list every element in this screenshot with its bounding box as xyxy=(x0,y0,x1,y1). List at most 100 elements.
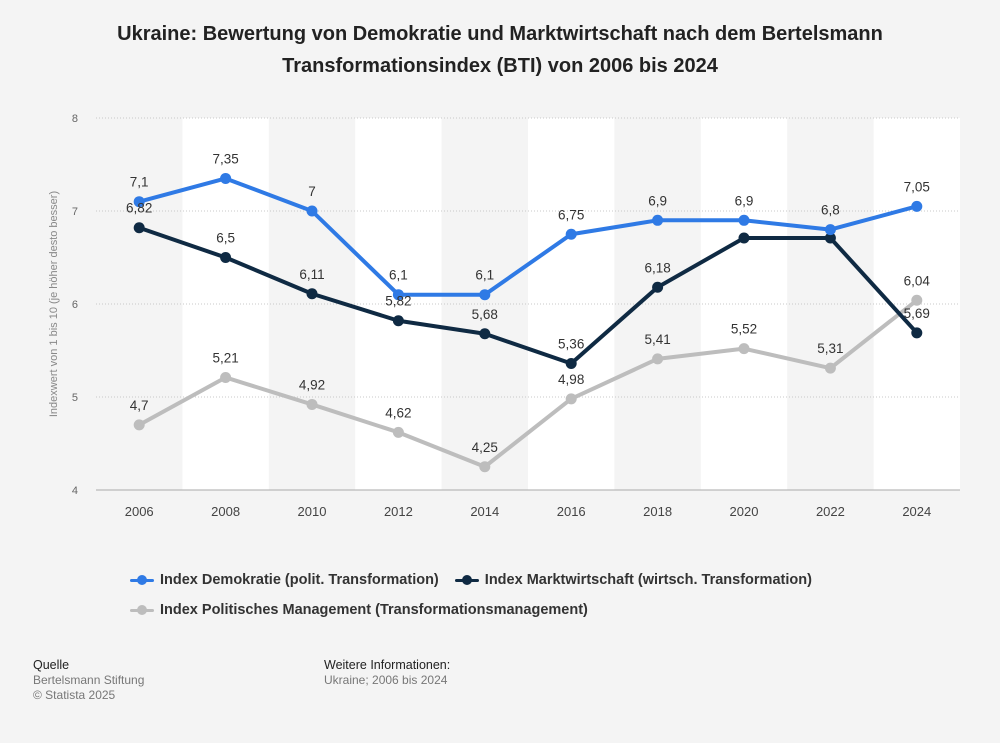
data-label: 7,1 xyxy=(130,175,149,190)
data-label: 5,31 xyxy=(817,341,843,356)
data-label: 6,18 xyxy=(644,260,670,275)
data-label: 7,35 xyxy=(212,151,238,166)
data-point xyxy=(738,214,750,226)
data-point xyxy=(911,294,923,306)
data-label: 4,98 xyxy=(558,372,584,387)
data-label: 5,52 xyxy=(731,322,757,337)
data-point xyxy=(220,371,232,383)
data-label: 6,11 xyxy=(299,267,324,282)
x-tick-label: 2006 xyxy=(125,504,154,519)
data-point xyxy=(220,252,232,263)
data-label: 4,62 xyxy=(385,405,411,420)
series-points xyxy=(133,172,923,473)
source-heading: Quelle xyxy=(33,658,70,672)
data-label: 7,05 xyxy=(904,179,930,194)
x-tick-label: 2014 xyxy=(470,504,499,519)
source-name: Bertelsmann Stiftung xyxy=(33,673,145,687)
y-tick-label: 7 xyxy=(72,206,78,218)
legend-swatch-demokratie xyxy=(130,574,154,586)
data-point xyxy=(824,232,836,244)
x-axis-ticks: 2006 2008 2010 2012 2014 2016 2018 2020 2022 2024 xyxy=(125,504,932,519)
data-label: 5,21 xyxy=(212,350,238,365)
data-label: 6,9 xyxy=(648,193,667,208)
data-point xyxy=(911,200,923,212)
data-point xyxy=(220,172,232,184)
x-tick-label: 2020 xyxy=(730,504,759,519)
data-label: 5,69 xyxy=(904,306,930,321)
data-point xyxy=(565,358,577,370)
series-line-0 xyxy=(137,176,919,297)
data-label: 6,5 xyxy=(216,231,235,246)
data-point xyxy=(824,362,836,374)
data-point xyxy=(479,461,491,473)
series-line-2 xyxy=(137,298,919,469)
x-tick-label: 2022 xyxy=(816,504,845,519)
data-point xyxy=(911,327,923,339)
series-lines xyxy=(137,176,919,469)
data-label: 6,04 xyxy=(904,273,931,288)
source-block: Quelle Bertelsmann Stiftung © Statista 2… xyxy=(33,658,144,703)
data-label: 5,36 xyxy=(558,337,584,352)
copyright: © Statista 2025 xyxy=(33,688,116,702)
data-point xyxy=(392,289,404,301)
x-tick-label: 2008 xyxy=(211,504,240,519)
data-point xyxy=(306,398,318,410)
data-point xyxy=(479,328,491,340)
y-tick-label: 4 xyxy=(72,485,78,497)
data-point xyxy=(306,288,318,300)
x-tick-label: 2016 xyxy=(557,504,586,519)
data-label: 4,25 xyxy=(472,440,498,455)
data-point xyxy=(133,222,145,234)
data-point xyxy=(479,289,491,301)
data-point xyxy=(565,228,577,240)
series-line-1 xyxy=(137,225,919,366)
data-point xyxy=(392,426,404,438)
data-label: 4,7 xyxy=(130,398,149,413)
legend: Index Demokratie (polit. Transformation)… xyxy=(130,566,890,626)
data-label: 7 xyxy=(308,184,316,199)
legend-item-management[interactable]: Index Politisches Management (Transforma… xyxy=(130,596,588,624)
legend-swatch-marktwirtschaft xyxy=(454,574,479,586)
y-tick-label: 5 xyxy=(72,392,78,404)
data-point xyxy=(652,353,664,365)
data-point xyxy=(306,205,318,217)
data-point xyxy=(133,419,145,431)
y-axis-label: Indexwert von 1 bis 10 (je höher desto b… xyxy=(48,191,60,417)
legend-item-demokratie[interactable]: Index Demokratie (polit. Transformation) xyxy=(130,566,439,594)
y-tick-label: 6 xyxy=(72,299,78,311)
data-label: 6,1 xyxy=(475,268,494,283)
gridlines xyxy=(96,117,960,491)
legend-item-marktwirtschaft[interactable]: Index Marktwirtschaft (wirtsch. Transfor… xyxy=(454,566,812,594)
info-block: Weitere Informationen: Ukraine; 2006 bis… xyxy=(324,658,450,688)
x-tick-label: 2010 xyxy=(298,504,327,519)
data-label: 4,92 xyxy=(299,377,325,392)
data-point xyxy=(565,393,577,405)
y-axis-ticks: 4 5 6 7 8 xyxy=(72,113,78,497)
data-label: 6,9 xyxy=(735,193,754,208)
data-point xyxy=(392,315,404,327)
legend-swatch-management xyxy=(130,604,154,616)
data-label: 6,82 xyxy=(126,201,152,216)
x-tick-label: 2012 xyxy=(384,504,413,519)
data-label: 6,8 xyxy=(821,203,840,218)
data-labels: 7,1 7,35 7 6,1 6,1 6,75 6,9 6,9 6,8 7,05 6,82 6,5 6,… xyxy=(126,151,930,454)
legend-label-management: Index Politisches Management (Transforma… xyxy=(160,602,588,618)
data-label: 5,82 xyxy=(385,294,411,309)
data-label: 5,68 xyxy=(472,307,498,322)
data-label: 5,41 xyxy=(644,332,670,347)
y-tick-label: 8 xyxy=(72,113,78,125)
info-heading: Weitere Informationen: xyxy=(324,658,451,672)
data-label: 6,1 xyxy=(389,268,408,283)
chart-title: Ukraine: Bewertung von Demokratie und Ma… xyxy=(117,23,883,77)
data-point xyxy=(133,196,145,208)
x-tick-label: 2018 xyxy=(643,504,672,519)
data-point xyxy=(738,343,750,355)
data-point xyxy=(652,281,664,293)
data-point xyxy=(738,232,750,244)
legend-label-demokratie: Index Demokratie (polit. Transformation) xyxy=(160,572,439,588)
x-tick-label: 2024 xyxy=(902,504,931,519)
data-point xyxy=(824,224,836,236)
data-point xyxy=(652,214,664,226)
data-label: 6,75 xyxy=(558,207,584,222)
